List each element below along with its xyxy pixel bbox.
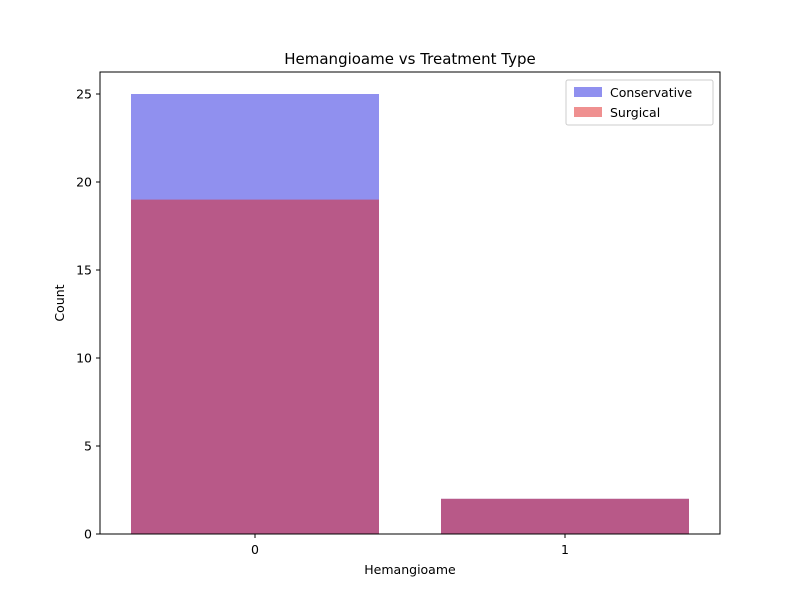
chart-title: Hemangioame vs Treatment Type: [284, 50, 536, 68]
legend-swatch-conservative: [574, 87, 602, 97]
plot-frame: [99, 71, 721, 535]
y-axis-ticks: 0 5 10 15 20 25: [76, 87, 100, 542]
bars-layer: [131, 94, 689, 534]
x-tick-label: 1: [561, 542, 569, 557]
legend-label-surgical: Surgical: [610, 105, 660, 120]
y-tick-label: 20: [76, 175, 92, 190]
y-tick-label: 5: [84, 439, 92, 454]
y-tick-label: 25: [76, 87, 92, 102]
y-tick-label: 10: [76, 351, 92, 366]
y-tick-label: 0: [84, 527, 92, 542]
x-tick-label: 0: [251, 542, 259, 557]
legend-swatch-surgical: [574, 107, 602, 117]
legend: Conservative Surgical: [565, 79, 714, 126]
bar-surgical-0: [131, 199, 379, 534]
y-axis-label: Count: [52, 284, 67, 321]
y-tick-label: 15: [76, 263, 92, 278]
legend-label-conservative: Conservative: [610, 85, 692, 100]
legend-frame: [565, 79, 714, 126]
x-axis-label: Hemangioame: [364, 562, 456, 577]
bar-surgical-1: [441, 498, 689, 534]
